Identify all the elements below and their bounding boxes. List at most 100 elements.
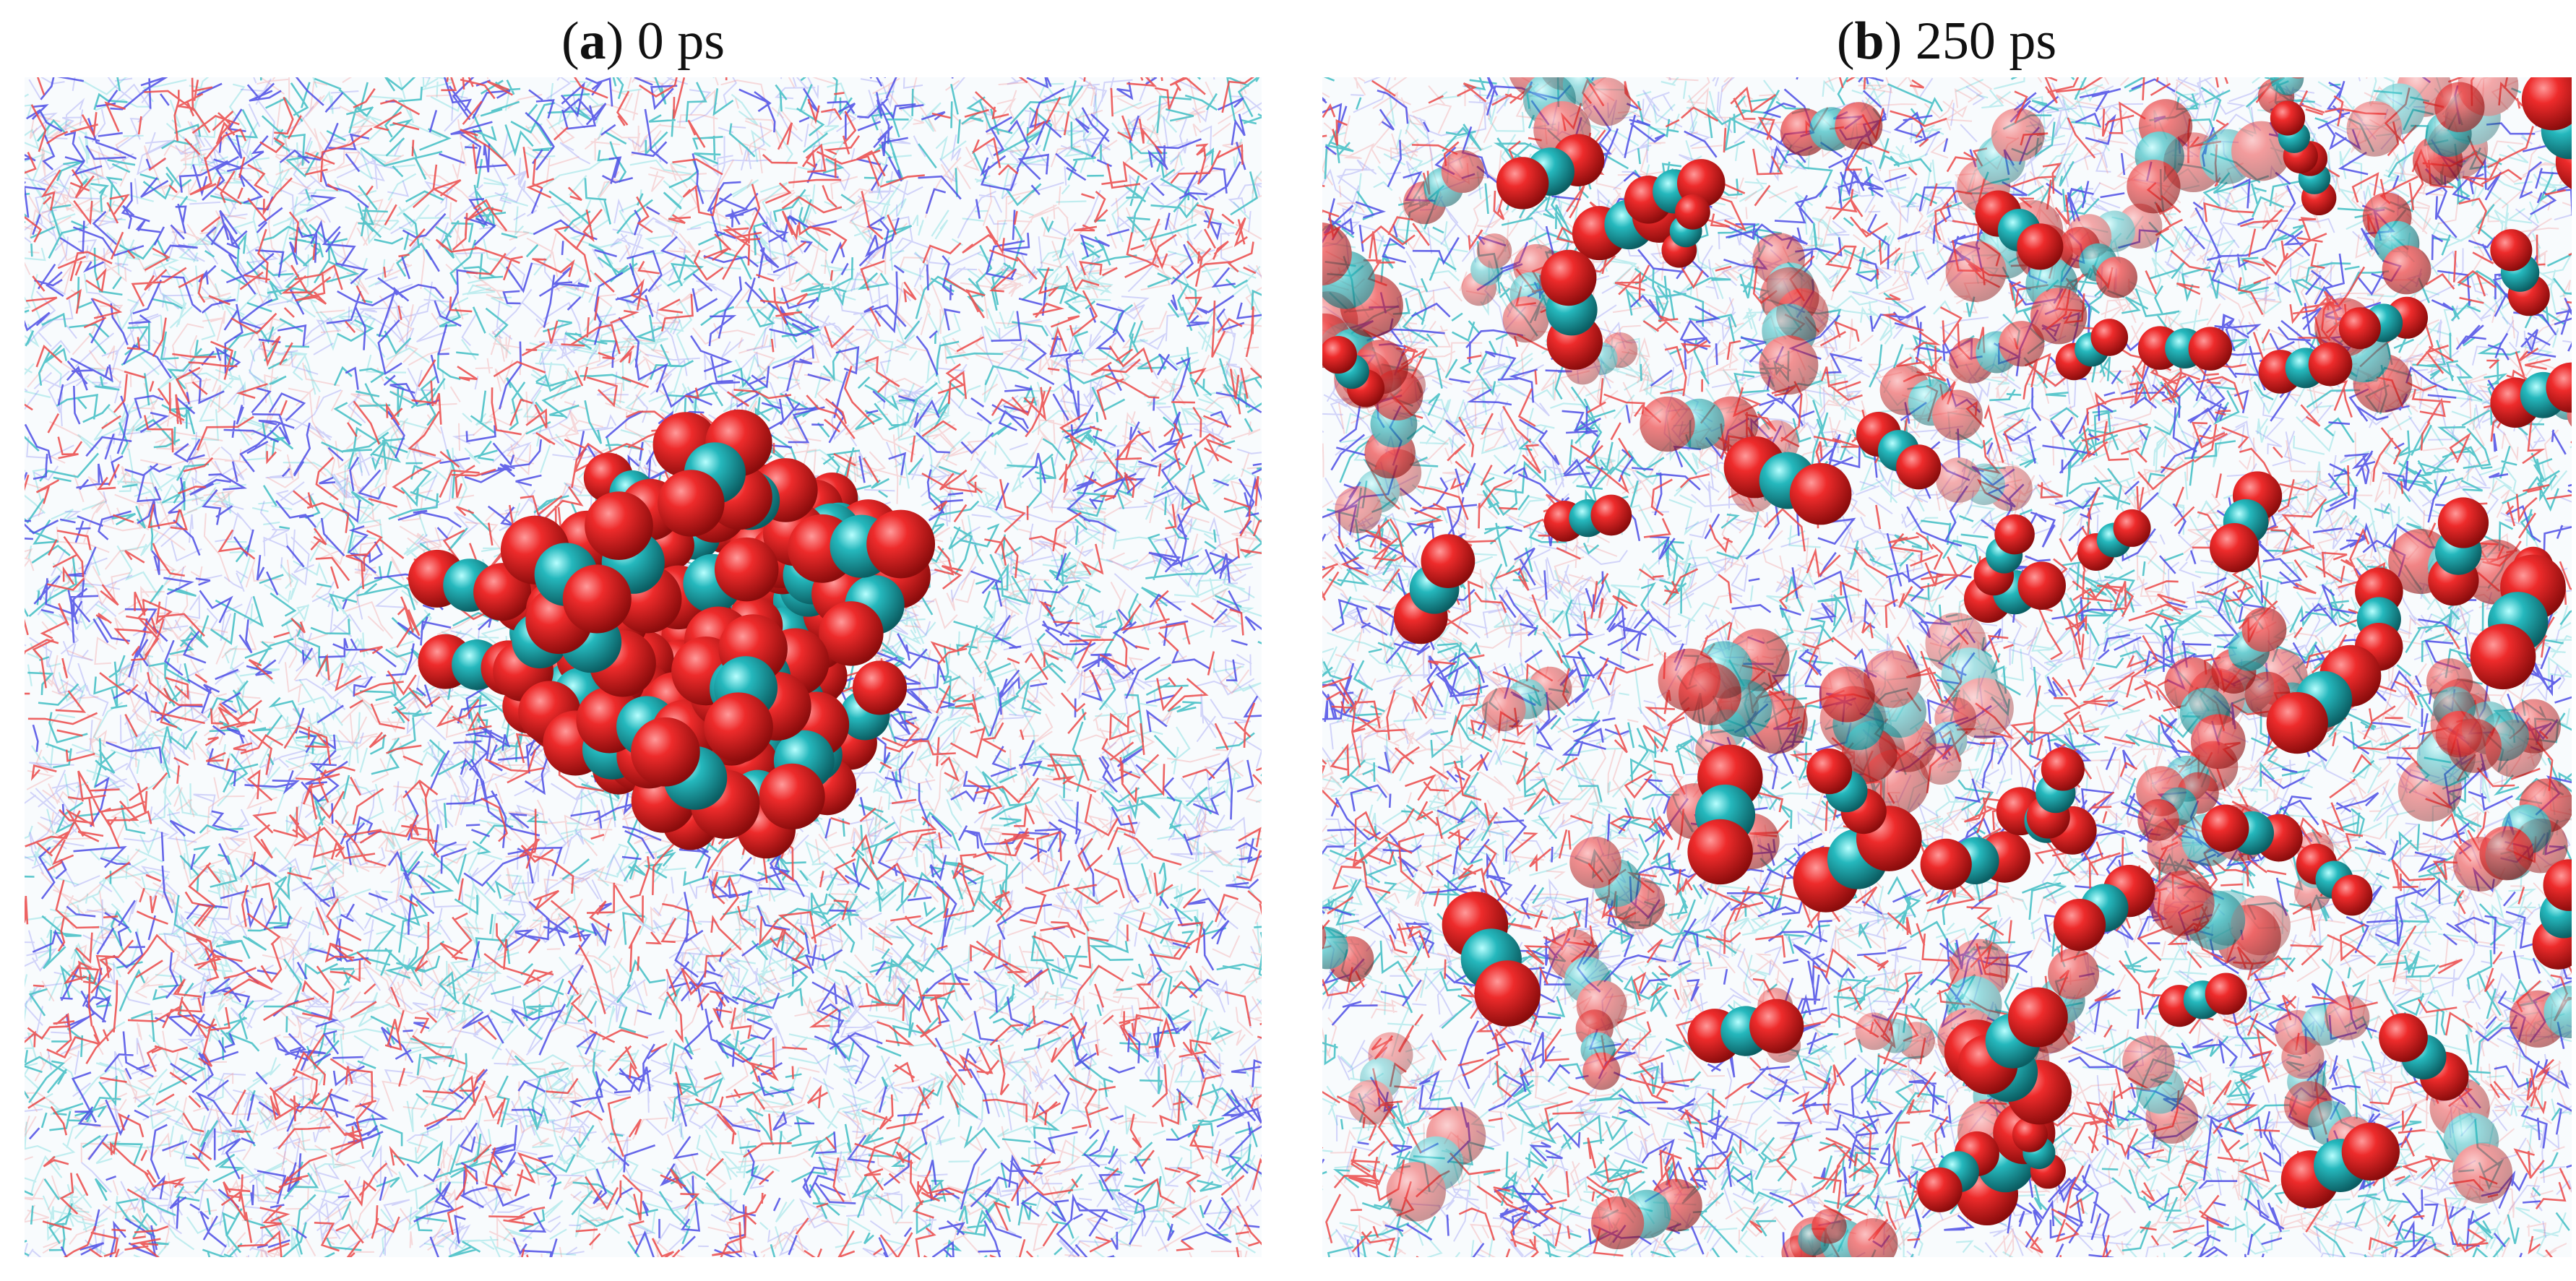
co2-molecule (631, 717, 760, 839)
oxygen-atom (2017, 561, 2066, 610)
oxygen-atom (1582, 77, 1631, 126)
oxygen-atom (2205, 972, 2247, 1015)
carbon-atom (2270, 77, 2304, 95)
oxygen-atom (1502, 296, 1549, 343)
co2-molecule (1759, 267, 1819, 395)
co2-molecule (2059, 226, 2138, 298)
snapshot-panel (25, 77, 1262, 1257)
oxygen-atom (2308, 342, 2353, 387)
co2-molecule (2532, 859, 2572, 970)
oxygen-atom (2048, 948, 2100, 1000)
oxygen-atom (1640, 396, 1695, 452)
co2-molecule (1322, 336, 1385, 407)
oxygen-atom (1994, 514, 2035, 555)
oxygen-atom (2149, 871, 2215, 936)
snapshot-panel (1322, 77, 2572, 1257)
oxygen-atom (1896, 444, 1942, 490)
co2-molecule (788, 509, 936, 583)
co2-molecule (2012, 1116, 2066, 1189)
co2-molecule (2428, 497, 2489, 606)
oxygen-atom (658, 470, 725, 537)
oxygen-atom (1335, 486, 1382, 534)
oxygen-atom (2007, 987, 2068, 1048)
oxygen-atom (2490, 229, 2533, 272)
co2-molecule (2122, 1035, 2199, 1144)
oxygen-atom (2266, 691, 2328, 754)
co2-molecule (2201, 804, 2303, 862)
oxygen-atom (2041, 747, 2085, 791)
oxygen-atom (1819, 666, 1875, 723)
oxygen-atom (2546, 362, 2572, 413)
co2-molecule (1661, 194, 1710, 268)
caption-part: ( (561, 12, 580, 71)
co2-molecule (2211, 607, 2287, 694)
co2-molecule (1920, 831, 2031, 890)
oxygen-atom (1920, 838, 1972, 890)
oxygen-atom (2137, 799, 2179, 841)
oxygen-atom (1322, 336, 1357, 374)
co2-molecule (1687, 744, 1763, 885)
oxygen-atom (2521, 77, 2572, 131)
co2-molecule (1678, 662, 1808, 754)
co2-molecule (1856, 412, 1942, 490)
co2-molecule (1569, 837, 1666, 930)
oxygen-atom (2382, 245, 2431, 295)
co2-molecule (2338, 296, 2428, 350)
co2-molecule (2296, 843, 2373, 916)
oxygen-atom (704, 692, 773, 762)
co2-molecule (2490, 229, 2550, 316)
oxygen-atom (1481, 687, 1526, 732)
co2-molecule (1481, 666, 1572, 732)
caption-part: ) 0 ps (606, 12, 725, 71)
oxygen-atom (1496, 157, 1549, 210)
co2-molecule (2053, 865, 2155, 952)
co2-molecule (1917, 1131, 1999, 1212)
co2-molecule (1640, 396, 1759, 452)
oxygen-atom (1476, 233, 1512, 269)
oxygen-atom (1322, 924, 1327, 950)
co2-molecule (1591, 1178, 1702, 1250)
co2-molecule (1575, 1009, 1621, 1090)
co2-molecule (1496, 134, 1605, 210)
oxygen-atom (2341, 1122, 2400, 1181)
oxygen-atom (1812, 1208, 1847, 1244)
co2-molecule (658, 409, 772, 537)
co2-molecule (2055, 319, 2129, 381)
co2-molecule (2127, 99, 2193, 214)
oxygen-atom (1541, 249, 1597, 306)
oxygen-atom (1917, 1167, 1963, 1212)
oxygen-atom (2188, 327, 2233, 371)
oxygen-atom (2113, 509, 2151, 547)
oxygen-atom (631, 717, 700, 787)
oxygen-atom (1806, 748, 1853, 795)
panel-caption: (a) 0 ps (561, 12, 725, 71)
oxygen-atom (2325, 995, 2370, 1040)
co2-molecule (2266, 644, 2382, 754)
co2-molecule (2470, 554, 2566, 690)
oxygen-atom (2437, 497, 2489, 548)
co2-molecule (2026, 747, 2085, 839)
co2-molecule (1973, 514, 2035, 596)
co2-molecule (1925, 612, 2014, 739)
oxygen-atom (852, 660, 908, 715)
co2-molecule (704, 614, 788, 762)
co2-molecule (1322, 924, 1374, 983)
oxygen-atom (1999, 321, 2045, 367)
oxygen-atom (2434, 82, 2485, 132)
oxygen-atom (759, 763, 825, 829)
co2-molecule (1322, 223, 1403, 337)
co2-molecule (1541, 249, 1603, 370)
co2-molecule (500, 515, 632, 634)
oxygen-atom (2030, 288, 2088, 345)
oxygen-atom (1348, 1079, 1393, 1125)
co2-molecule (2270, 100, 2318, 174)
co2-molecule (1855, 1012, 1935, 1060)
co2-molecule (2158, 972, 2247, 1027)
oxygen-atom (2122, 1035, 2175, 1088)
co2-molecule (1957, 987, 2068, 1095)
co2-molecule (1957, 108, 2045, 212)
solvent-bonds (25, 77, 1262, 1257)
panel-caption: (b) 250 ps (1837, 12, 2056, 71)
co2-molecule (2149, 871, 2281, 970)
